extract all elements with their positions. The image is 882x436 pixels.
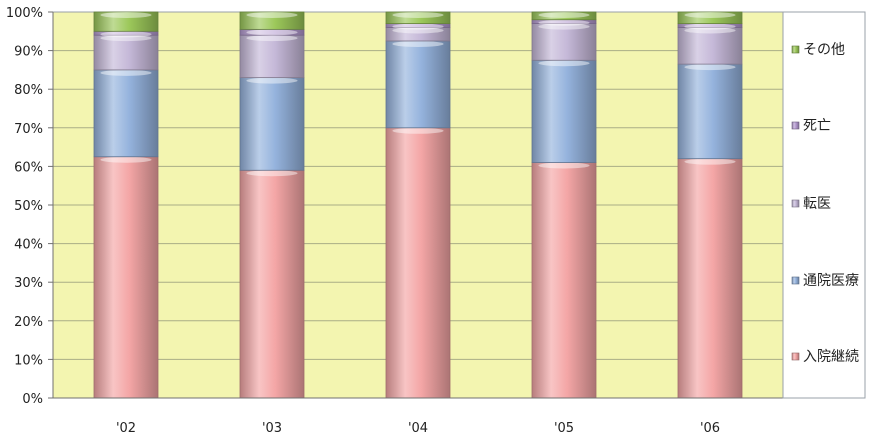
- legend-swatch: [791, 276, 800, 285]
- bar-segment: [239, 169, 305, 399]
- y-tick-label: 70%: [14, 122, 43, 137]
- bars: [93, 11, 743, 399]
- bar-highlight: [684, 158, 736, 165]
- bar-highlight: [100, 12, 152, 18]
- y-tick-label: 0%: [22, 392, 43, 407]
- bar-segment: [93, 11, 159, 32]
- y-tick-label: 10%: [14, 353, 43, 368]
- bar-segment: [531, 162, 597, 399]
- bar-segment: [239, 11, 305, 30]
- bar-highlight: [538, 23, 590, 30]
- bar-highlight: [100, 156, 152, 163]
- y-tick-label: 30%: [14, 276, 43, 291]
- legend-swatch: [791, 199, 800, 208]
- bar-highlight: [538, 19, 590, 26]
- bar-segment: [531, 59, 597, 163]
- bar-highlight: [392, 40, 444, 47]
- legend-label: 通院医療: [803, 272, 859, 289]
- bar-highlight: [392, 12, 444, 18]
- bar-segment: [385, 40, 451, 129]
- bar-highlight: [684, 27, 736, 34]
- x-tick-label: '02: [116, 421, 136, 436]
- y-tick-label: 60%: [14, 160, 43, 175]
- bar-highlight: [392, 23, 444, 30]
- bar-segment: [677, 158, 743, 399]
- bar-highlight: [538, 162, 590, 169]
- y-tick-label: 90%: [14, 45, 43, 60]
- bar-highlight: [246, 170, 298, 177]
- legend-swatch: [791, 45, 800, 54]
- bar-segment: [93, 69, 159, 158]
- bar-highlight: [246, 35, 298, 42]
- bar-highlight: [100, 35, 152, 42]
- legend-swatch: [791, 121, 800, 130]
- bar-segment: [239, 77, 305, 171]
- bar-segment: [677, 63, 743, 160]
- bar-highlight: [246, 12, 298, 18]
- y-tick-label: 50%: [14, 199, 43, 214]
- bar-segment: [531, 11, 597, 21]
- bar-highlight: [684, 12, 736, 18]
- y-tick-label: 80%: [14, 83, 43, 98]
- bar-segment: [239, 34, 305, 79]
- x-axis-ticks: '02 '03 '04 '05 '06: [116, 421, 720, 436]
- bar-highlight: [100, 31, 152, 38]
- legend-label: その他: [803, 42, 845, 58]
- x-tick-label: '04: [408, 421, 428, 436]
- legend-swatch: [791, 352, 800, 361]
- bar-highlight: [392, 127, 444, 134]
- legend-label: 死亡: [803, 118, 831, 134]
- y-tick-label: 40%: [14, 238, 43, 253]
- x-tick-label: '03: [262, 421, 282, 436]
- bar-highlight: [684, 23, 736, 30]
- bar-highlight: [100, 69, 152, 76]
- bar-highlight: [392, 27, 444, 34]
- bar-highlight: [246, 29, 298, 36]
- bar-segment: [677, 11, 743, 24]
- bar-segment: [385, 11, 451, 24]
- legend-label: 入院継続: [803, 348, 859, 365]
- y-axis-ticks: 0% 10% 20% 30% 40% 50% 60% 70% 80% 90% 100%: [6, 6, 53, 407]
- y-tick-label: 100%: [6, 6, 43, 21]
- y-tick-label: 20%: [14, 315, 43, 330]
- bar-segment: [385, 127, 451, 399]
- bar-highlight: [538, 60, 590, 67]
- x-tick-label: '05: [554, 421, 574, 436]
- x-tick-label: '06: [700, 421, 720, 436]
- bar-segment: [93, 34, 159, 71]
- bar-segment: [93, 156, 159, 399]
- bar-highlight: [246, 77, 298, 84]
- bar-highlight: [538, 12, 590, 18]
- bar-highlight: [684, 64, 736, 71]
- legend-label: 転医: [803, 196, 831, 212]
